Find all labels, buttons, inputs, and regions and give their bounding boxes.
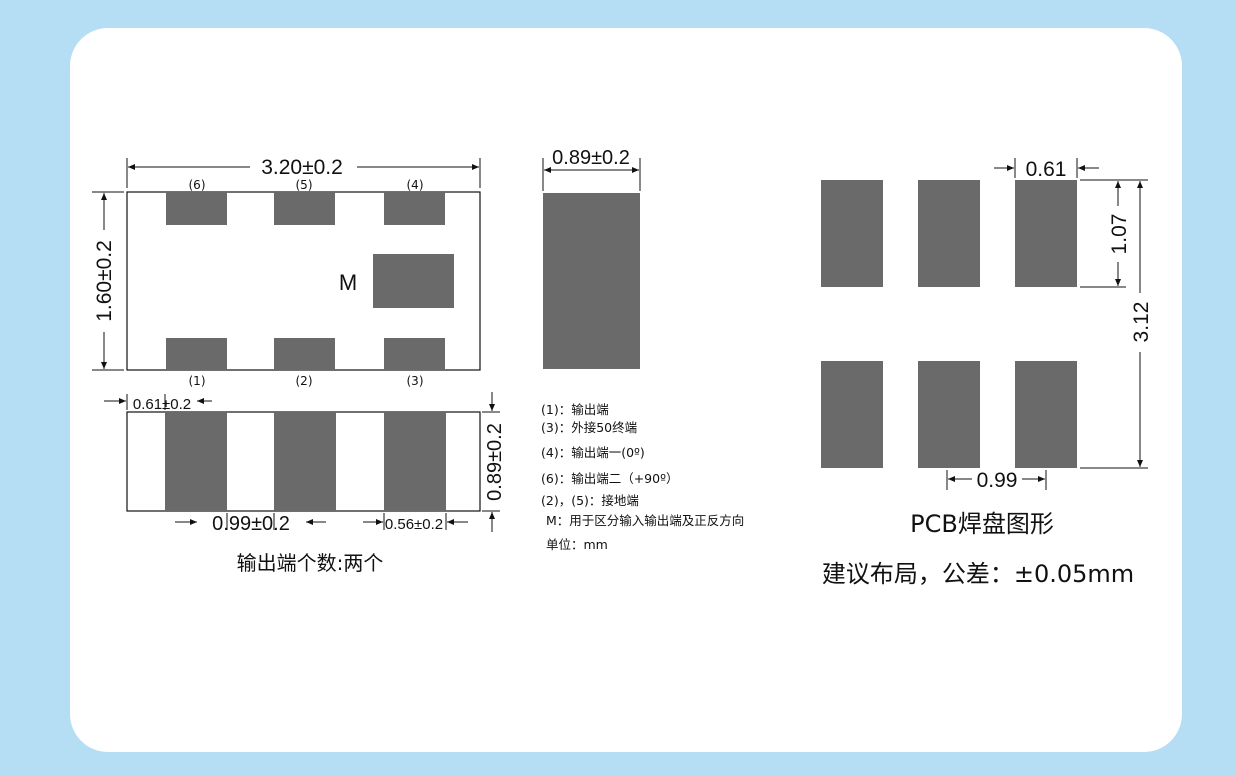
- pcb-subtitle: 建议布局，公差：±0.05mm: [822, 560, 1134, 588]
- pin-label-1: (1): [189, 374, 206, 388]
- pcb-pitch-text: 0.99: [977, 469, 1018, 492]
- pin-label-2: (2): [296, 374, 313, 388]
- pin-label-6: (6): [189, 178, 206, 192]
- legend-item: (3)：外接50终端: [541, 420, 637, 435]
- pcb-pad: [1015, 361, 1077, 468]
- width-dim-text: 3.20±0.2: [261, 156, 343, 179]
- pcb-total-height-text: 3.12: [1130, 302, 1153, 343]
- pad-5: [274, 192, 335, 225]
- pad-4: [384, 192, 445, 225]
- side-view: 0.89±0.2: [542, 146, 641, 369]
- height-dimension: [92, 191, 124, 371]
- height-dim-text: 1.60±0.2: [93, 240, 116, 322]
- pcb-pad: [918, 180, 980, 287]
- front-view: M (6) (5) (4) (1) (2) (3) 3.20±0.2 1.60±…: [92, 156, 481, 388]
- pcb-pattern: 0.61 1.07 3.12 0.99 PCB焊盘图形 建议布局，公差：±0.0…: [821, 158, 1153, 588]
- legend-item: (4)：输出端一(0º): [541, 445, 645, 460]
- pin-label-4: (4): [407, 178, 424, 192]
- marker-pad: [373, 254, 454, 308]
- legend-item: M：用于区分输入输出端及正反方向: [546, 513, 744, 528]
- bottom-caption: 输出端个数:两个: [237, 551, 384, 575]
- pcb-pad: [821, 361, 883, 468]
- pcb-pad: [821, 180, 883, 287]
- pad-6: [166, 192, 227, 225]
- legend-item: (2)，(5)：接地端: [541, 493, 639, 508]
- pin-label-3: (3): [407, 374, 424, 388]
- pcb-pad-height-text: 1.07: [1108, 214, 1131, 255]
- pad-width-dim-text: 0.61±0.2: [133, 396, 191, 413]
- legend-item: 单位：mm: [546, 537, 608, 552]
- legend: (1)：输出端 (3)：外接50终端 (4)：输出端一(0º) (6)：输出端二…: [541, 402, 744, 552]
- pad-1: [166, 338, 227, 370]
- bottom-pad-1: [165, 412, 227, 511]
- side-width-dim-text: 0.89±0.2: [552, 147, 630, 169]
- pad-2: [274, 338, 335, 370]
- pitch-dim-text: 0.99±0.2: [212, 513, 290, 535]
- pcb-pad: [918, 361, 980, 468]
- pcb-title: PCB焊盘图形: [910, 510, 1054, 538]
- bottom-pad-2: [274, 412, 336, 511]
- bottom-pad-3: [384, 412, 446, 511]
- side-body: [543, 193, 640, 369]
- pin-label-5: (5): [296, 178, 313, 192]
- bottom-height-dim-text: 0.89±0.2: [484, 423, 506, 501]
- gap-dim-text: 0.56±0.2: [385, 516, 443, 533]
- legend-item: (6)：输出端二（+90º）: [541, 471, 678, 486]
- pcb-pad: [1015, 180, 1077, 287]
- marker-label: M: [339, 270, 357, 295]
- legend-item: (1)：输出端: [541, 402, 609, 417]
- bottom-view: 0.61±0.2 0.89±0.2 0.99±0.2 0.56±0.2 输出端个…: [104, 392, 506, 575]
- pad-3: [384, 338, 445, 370]
- pcb-pad-width-text: 0.61: [1026, 158, 1067, 181]
- width-dimension: [126, 158, 481, 188]
